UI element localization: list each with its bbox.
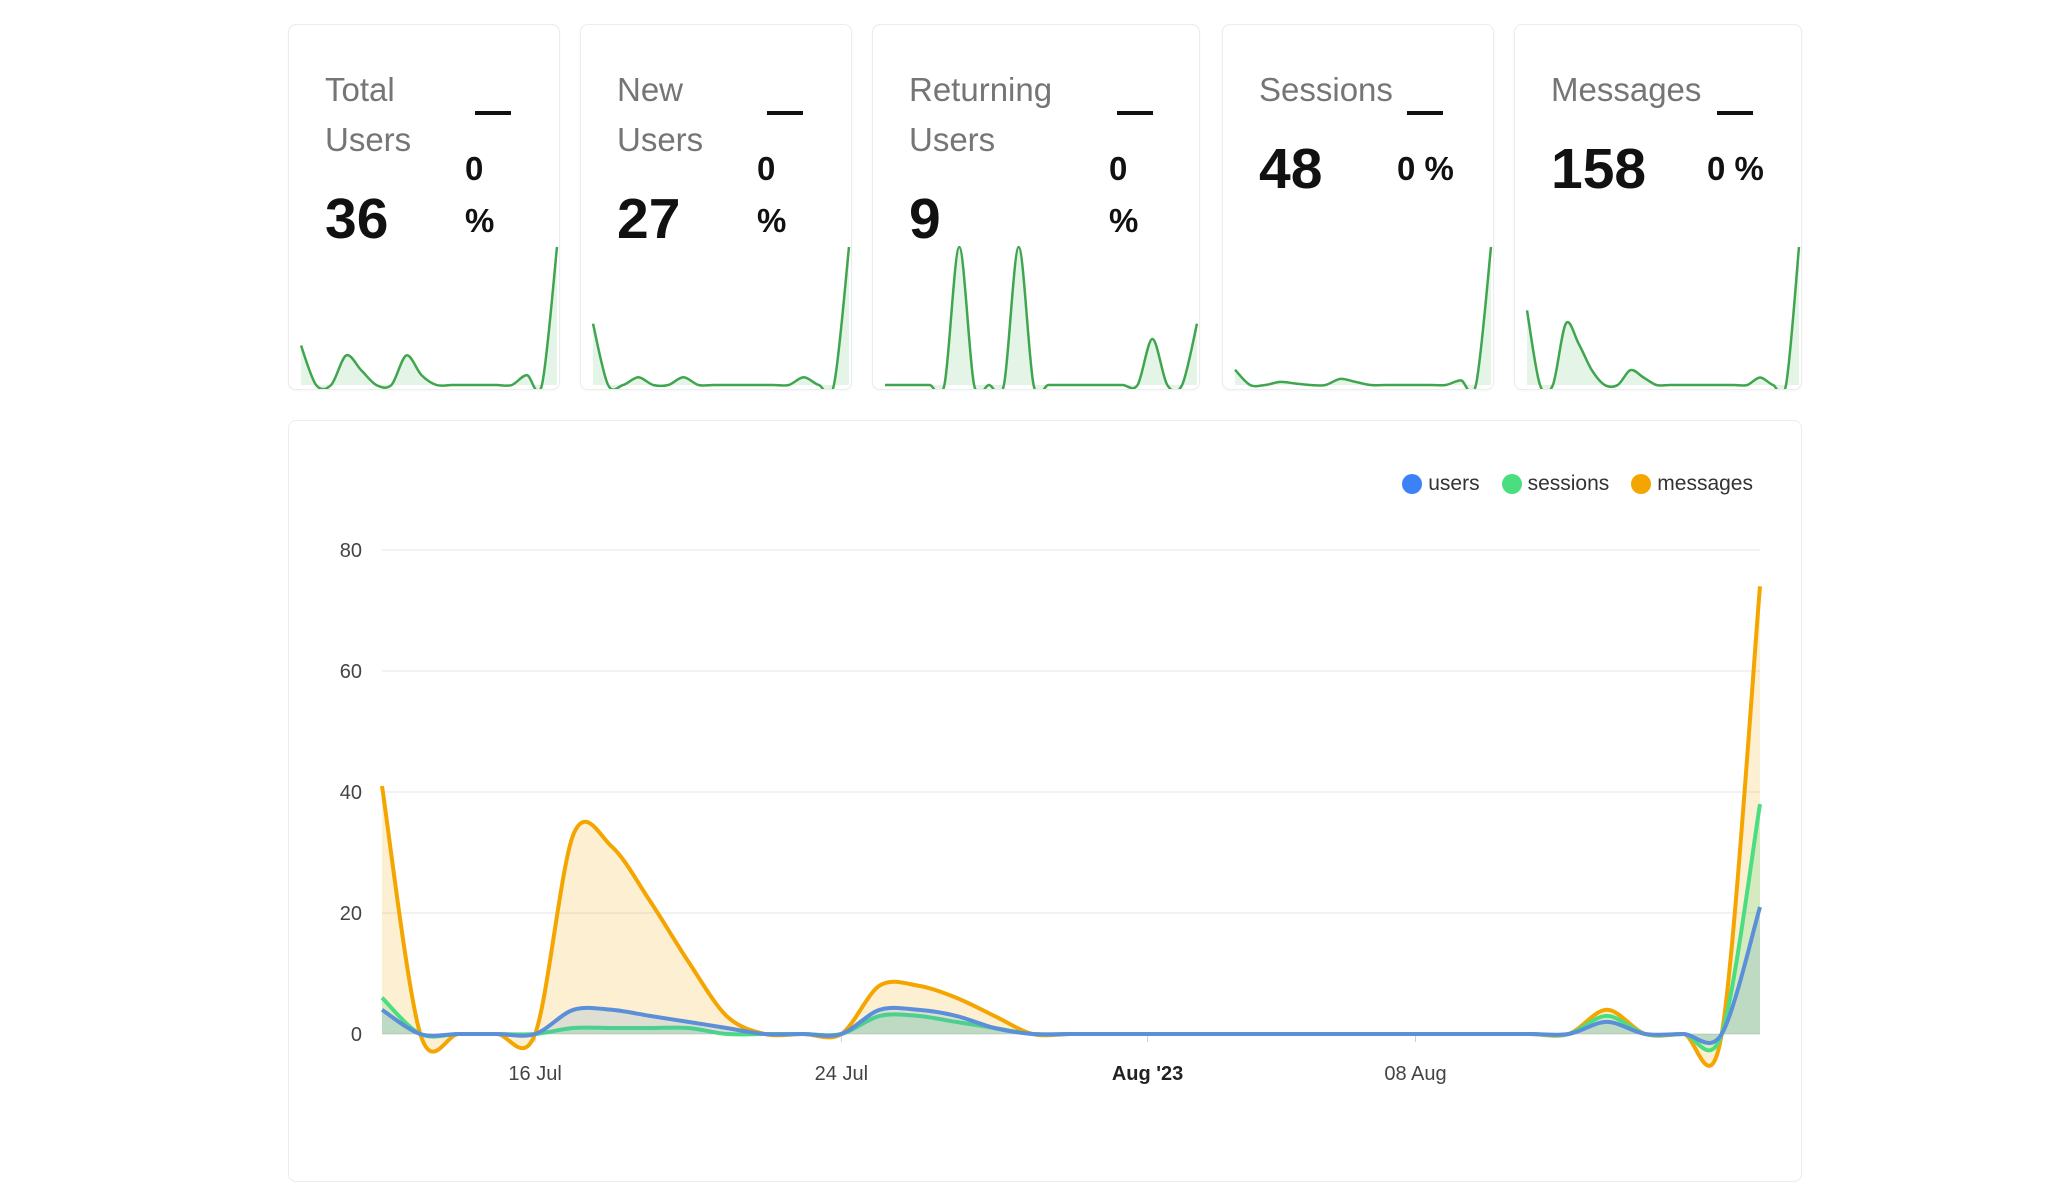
x-tick-label: 16 Jul [508, 1063, 561, 1085]
card-pct-sign: % [465, 202, 495, 239]
card-value: 48 [1259, 137, 1323, 201]
y-tick-label: 0 [351, 1024, 362, 1046]
card-label-line2: Users [325, 121, 412, 158]
area-chart: 0 20 40 60 80 16 Jul 24 Jul Aug '23 08 Aug [340, 540, 1762, 1085]
card-pct-sign: % [757, 202, 787, 239]
card-pct-sign: % [1109, 202, 1139, 239]
card-value: 158 [1551, 137, 1647, 201]
card-pct-value: 0 [465, 150, 484, 187]
series-area-users [382, 907, 1760, 1044]
legend-dot-icon [1402, 474, 1423, 494]
series-area-messages [382, 586, 1760, 1066]
sparkline-line [1525, 246, 1801, 389]
dash-icon [767, 111, 803, 115]
legend-label: users [1428, 472, 1480, 495]
card-value: 9 [909, 187, 941, 251]
card-label-line1: Total [325, 71, 395, 108]
card-pct: 0 % [1397, 150, 1454, 187]
sparkline [885, 245, 1199, 389]
legend-label: sessions [1527, 472, 1610, 495]
card-value: 36 [325, 187, 389, 251]
card-new-users: New Users 0 % 27 [580, 24, 852, 390]
dash-icon [1407, 111, 1443, 115]
card-label-line2: Users [617, 121, 704, 158]
main-chart-panel [288, 420, 1802, 1182]
card-label-line1: Returning [909, 71, 1053, 108]
dash-icon [475, 111, 511, 115]
x-tick-label: Aug '23 [1112, 1063, 1183, 1085]
sparkline [299, 246, 559, 389]
sparkline-line [1234, 246, 1493, 389]
x-tick-label: 24 Jul [815, 1063, 868, 1085]
sparkline [1525, 246, 1801, 389]
y-tick-label: 20 [340, 903, 362, 925]
card-value: 27 [617, 187, 681, 251]
sparkline [591, 246, 851, 389]
card-label: Messages [1551, 71, 1702, 108]
legend-dot-icon [1631, 474, 1652, 494]
series-line-users [380, 906, 1762, 1045]
card-label-line1: New [617, 71, 684, 108]
sparkline [1234, 246, 1493, 389]
legend-item-messages[interactable]: messages [1631, 472, 1753, 496]
y-tick-label: 40 [340, 782, 362, 804]
card-pct-value: 0 [1109, 150, 1128, 187]
legend-dot-icon [1501, 474, 1522, 494]
card-pct-value: 0 [757, 150, 776, 187]
card-messages: Messages 158 0 % [1514, 24, 1802, 390]
y-tick-label: 80 [340, 540, 362, 562]
chart-legend: users sessions messages [1402, 472, 1753, 496]
dash-icon [1117, 111, 1153, 115]
y-tick-label: 60 [340, 661, 362, 683]
sparkline-line [885, 245, 1199, 389]
dash-icon [1717, 111, 1753, 115]
sparkline-line [591, 246, 851, 389]
legend-label: messages [1657, 472, 1753, 495]
legend-item-users[interactable]: users [1402, 472, 1480, 496]
card-label-line2: Users [909, 121, 996, 158]
legend-item-sessions[interactable]: sessions [1501, 472, 1610, 496]
sparkline-area [885, 247, 1197, 389]
x-tick-label: 08 Aug [1384, 1063, 1446, 1085]
sparkline-line [299, 246, 559, 389]
card-label: Sessions [1259, 71, 1393, 108]
card-pct: 0 % [1707, 150, 1764, 187]
card-total-users: Total Users 0 % 36 [288, 24, 560, 390]
card-returning-users: Returning Users 0 % 9 [872, 24, 1200, 390]
card-sessions: Sessions 48 0 % [1222, 24, 1494, 390]
